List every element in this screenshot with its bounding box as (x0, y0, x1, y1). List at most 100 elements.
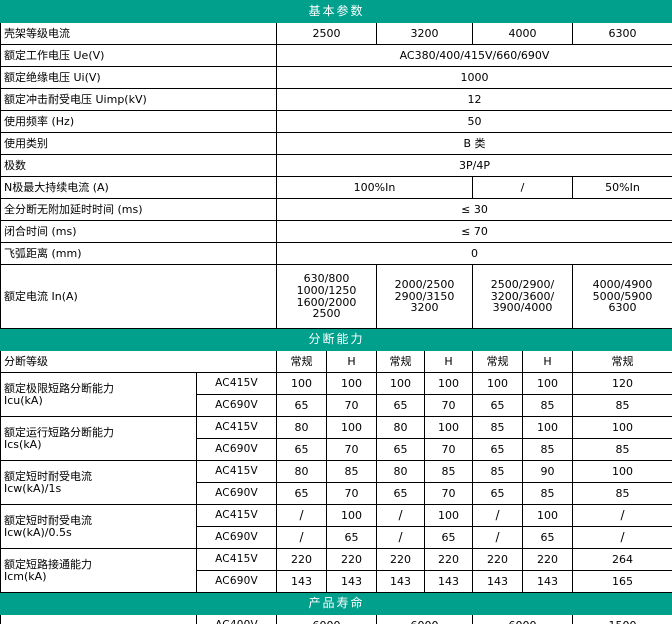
icm-voltage-ac415: AC415V (196, 548, 277, 571)
frame-rating-6300: 6300 (571, 22, 672, 45)
frame-rating-4000: 4000 (472, 22, 573, 45)
section-title-life: 产品寿命 (0, 592, 672, 615)
icw1s-voltage-ac415: AC415V (196, 460, 277, 483)
icw05s-ac415-c2: 100 (326, 504, 377, 527)
label-breaking-grade: 分断等级 (0, 350, 277, 373)
icm-ac415-c4: 220 (424, 548, 473, 571)
value-rated-insulation-voltage: 1000 (275, 66, 672, 89)
value-rated-impulse-voltage: 12 (275, 88, 672, 111)
label-utilization-category: 使用类别 (0, 132, 277, 155)
icw05s-ac415-c7: / (571, 504, 672, 527)
ics-ac415-c6: 100 (522, 416, 573, 439)
value-rated-current-6300: 4000/4900 5000/5900 6300 (571, 264, 672, 329)
rc-6300-l1: 4000/4900 (592, 278, 653, 292)
value-arcing-distance: 0 (275, 242, 672, 265)
row-icw1s-ac415: 额定短时耐受电流 Icw(kA)/1s AC415V 80 85 80 85 8… (0, 460, 672, 505)
icw05s-ac690-c7: / (571, 526, 672, 549)
rc-4000-l3: 3900/4000 (492, 301, 553, 315)
ics-voltage-ac690: AC690V (196, 438, 277, 461)
icm-ac415-c6: 220 (522, 548, 573, 571)
label-icw-05s: 额定短时耐受电流 Icw(kA)/0.5s (0, 504, 197, 549)
icu-ac690-c5: 65 (472, 394, 523, 417)
row-icm-ac415: 额定短路接通能力 Icm(kA) AC415V 220 220 220 220 … (0, 548, 672, 593)
value-closing-time: ≤ 70 (275, 220, 672, 243)
label-icw05s-l1: 额定短时耐受电流 (4, 513, 92, 527)
icw05s-voltage-ac415: AC415V (196, 504, 277, 527)
electrical-life-cond-ac400: AC400V (196, 614, 277, 624)
grade-col-3: 常规 (376, 350, 425, 373)
value-frequency: 50 (275, 110, 672, 133)
icw05s-ac690-c1: / (276, 526, 327, 549)
label-icu: 额定极限短路分断能力 Icu(kA) (0, 372, 197, 417)
label-icw05s-l2: Icw(kA)/0.5s (4, 525, 72, 539)
section-header-row-basic: 基本参数 (0, 0, 672, 23)
icw1s-ac690-c4: 70 (424, 482, 473, 505)
label-pole-number: 极数 (0, 154, 277, 177)
label-n-pole-current: N极最大持续电流 (A) (0, 176, 277, 199)
row-icu-ac690: AC690V 65 70 65 70 65 85 85 (1, 394, 672, 417)
rc-6300-l2: 5000/5900 (592, 289, 653, 303)
electrical-life-ac400-3200: 6000 (376, 614, 473, 624)
value-n-pole-50: 50%In (571, 176, 672, 199)
label-icm: 额定短路接通能力 Icm(kA) (0, 548, 197, 593)
icw1s-ac415-c5: 85 (472, 460, 523, 483)
label-ics: 额定运行短路分断能力 Ics(kA) (0, 416, 197, 461)
ics-ac415-c4: 100 (424, 416, 473, 439)
label-arcing-distance: 飞弧距离 (mm) (0, 242, 277, 265)
icw1s-ac415-c2: 85 (326, 460, 377, 483)
ics-ac690-c3: 65 (376, 438, 425, 461)
row-icu-ac415: 额定极限短路分断能力 Icu(kA) AC415V 100 100 100 10… (0, 372, 672, 417)
row-icw05s-ac415: 额定短时耐受电流 Icw(kA)/0.5s AC415V / 100 / 100… (0, 504, 672, 549)
label-rated-working-voltage: 额定工作电压 Ue(V) (0, 44, 277, 67)
label-total-break-time: 全分断无附加延时时间 (ms) (0, 198, 277, 221)
section-title-breaking: 分断能力 (0, 328, 672, 351)
ics-ac415-c1: 80 (276, 416, 327, 439)
icu-ac415-c6: 100 (522, 372, 573, 395)
icw05s-ac415-c6: 100 (522, 504, 573, 527)
icu-ac415-c7: 120 (571, 372, 672, 395)
icw1s-ac415-c6: 90 (522, 460, 573, 483)
icw1s-ac690-c1: 65 (276, 482, 327, 505)
value-rated-current-4000: 2500/2900/ 3200/3600/ 3900/4000 (472, 264, 573, 329)
frame-rating-label: 壳架等级电流 (0, 22, 277, 45)
icu-ac415-c3: 100 (376, 372, 425, 395)
icu-ac690-c3: 65 (376, 394, 425, 417)
icw05s-ac690-c6: 65 (522, 526, 573, 549)
grade-col-5: 常规 (472, 350, 523, 373)
rc-4000-l2: 3200/3600/ (490, 289, 555, 303)
icm-ac415-c7: 264 (571, 548, 672, 571)
label-rated-current: 额定电流 In(A) (0, 264, 277, 329)
rc-2500-l2: 1000/1250 (296, 283, 357, 297)
icw05s-ac690-c2: 65 (326, 526, 377, 549)
breaking-grade-row: 分断等级 常规 H 常规 H 常规 H 常规 (0, 350, 672, 373)
label-icw1s-l2: Icw(kA)/1s (4, 481, 62, 495)
value-pole-number: 3P/4P (275, 154, 672, 177)
icw1s-ac690-c2: 70 (326, 482, 377, 505)
electrical-life-ac400-2500: 6000 (276, 614, 377, 624)
value-total-break-time: ≤ 30 (275, 198, 672, 221)
icw1s-ac415-c4: 85 (424, 460, 473, 483)
ics-ac415-c7: 100 (571, 416, 672, 439)
icw05s-ac690-c4: 65 (424, 526, 473, 549)
row-icw05s-ac690: AC690V / 65 / 65 / 65 / (1, 526, 672, 549)
icm-ac690-c2: 143 (326, 570, 377, 593)
ics-ac690-c2: 70 (326, 438, 377, 461)
grade-col-2: H (326, 350, 377, 373)
ics-ac690-c4: 70 (424, 438, 473, 461)
ics-ac690-c6: 85 (522, 438, 573, 461)
icu-ac690-c4: 70 (424, 394, 473, 417)
row-icm-ac690: AC690V 143 143 143 143 143 143 165 (1, 570, 672, 593)
icu-voltage-ac690: AC690V (196, 394, 277, 417)
grade-col-1: 常规 (276, 350, 327, 373)
rc-2500-l3: 1600/2000 (296, 295, 357, 309)
label-frequency: 使用频率 (Hz) (0, 110, 277, 133)
rc-2500-l1: 630/800 (303, 272, 350, 286)
rc-6300-l3: 6300 (608, 301, 637, 315)
rc-3200-l1: 2000/2500 (394, 278, 455, 292)
icw05s-ac415-c5: / (472, 504, 523, 527)
label-electrical-life: 电气寿命（次数） (0, 614, 197, 624)
icw05s-ac415-c1: / (276, 504, 327, 527)
value-utilization-category: B 类 (275, 132, 672, 155)
icu-voltage-ac415: AC415V (196, 372, 277, 395)
